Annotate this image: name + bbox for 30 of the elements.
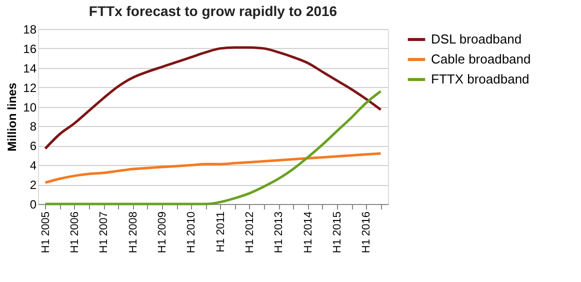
y-tick-label: 12 <box>23 80 37 95</box>
legend-label: FTTX broadband <box>431 72 530 86</box>
legend-label: Cable broadband <box>431 52 531 66</box>
line-series <box>44 90 382 206</box>
x-tick-label: H1 2009 <box>156 212 168 254</box>
x-tick-label: H1 2016 <box>360 212 373 254</box>
legend-label: DSL broadband <box>431 32 522 46</box>
y-tick-label: 10 <box>23 100 37 114</box>
y-tick-label: 6 <box>30 139 37 154</box>
x-tick-label: H1 2015 <box>331 212 344 254</box>
y-tick-label: 2 <box>30 178 37 192</box>
chart-title: FTTx forecast to grow rapidly to 2016 <box>88 3 338 19</box>
line-series <box>44 46 382 150</box>
line-series <box>44 152 382 184</box>
x-tick-label: H1 2011 <box>214 212 227 252</box>
x-tick-label: H1 2008 <box>127 212 140 254</box>
x-tick-label: H1 2013 <box>273 212 286 254</box>
y-tick-label: 0 <box>30 198 37 212</box>
y-tick-label: 4 <box>30 158 37 173</box>
y-tick-label: 16 <box>23 42 37 56</box>
x-tick-label: H1 2005 <box>40 212 52 254</box>
x-tick-label: H1 2014 <box>302 212 314 254</box>
y-tick-label: 18 <box>23 22 37 36</box>
y-tick-label: 8 <box>30 120 37 134</box>
x-tick-label: H1 2007 <box>98 212 110 254</box>
x-tick-label: H1 2012 <box>244 212 256 254</box>
x-tick-label: H1 2010 <box>186 212 198 254</box>
y-tick-label: 14 <box>23 61 37 76</box>
y-axis-title: Million lines <box>5 82 20 152</box>
x-tick-label: H1 2006 <box>68 212 81 254</box>
